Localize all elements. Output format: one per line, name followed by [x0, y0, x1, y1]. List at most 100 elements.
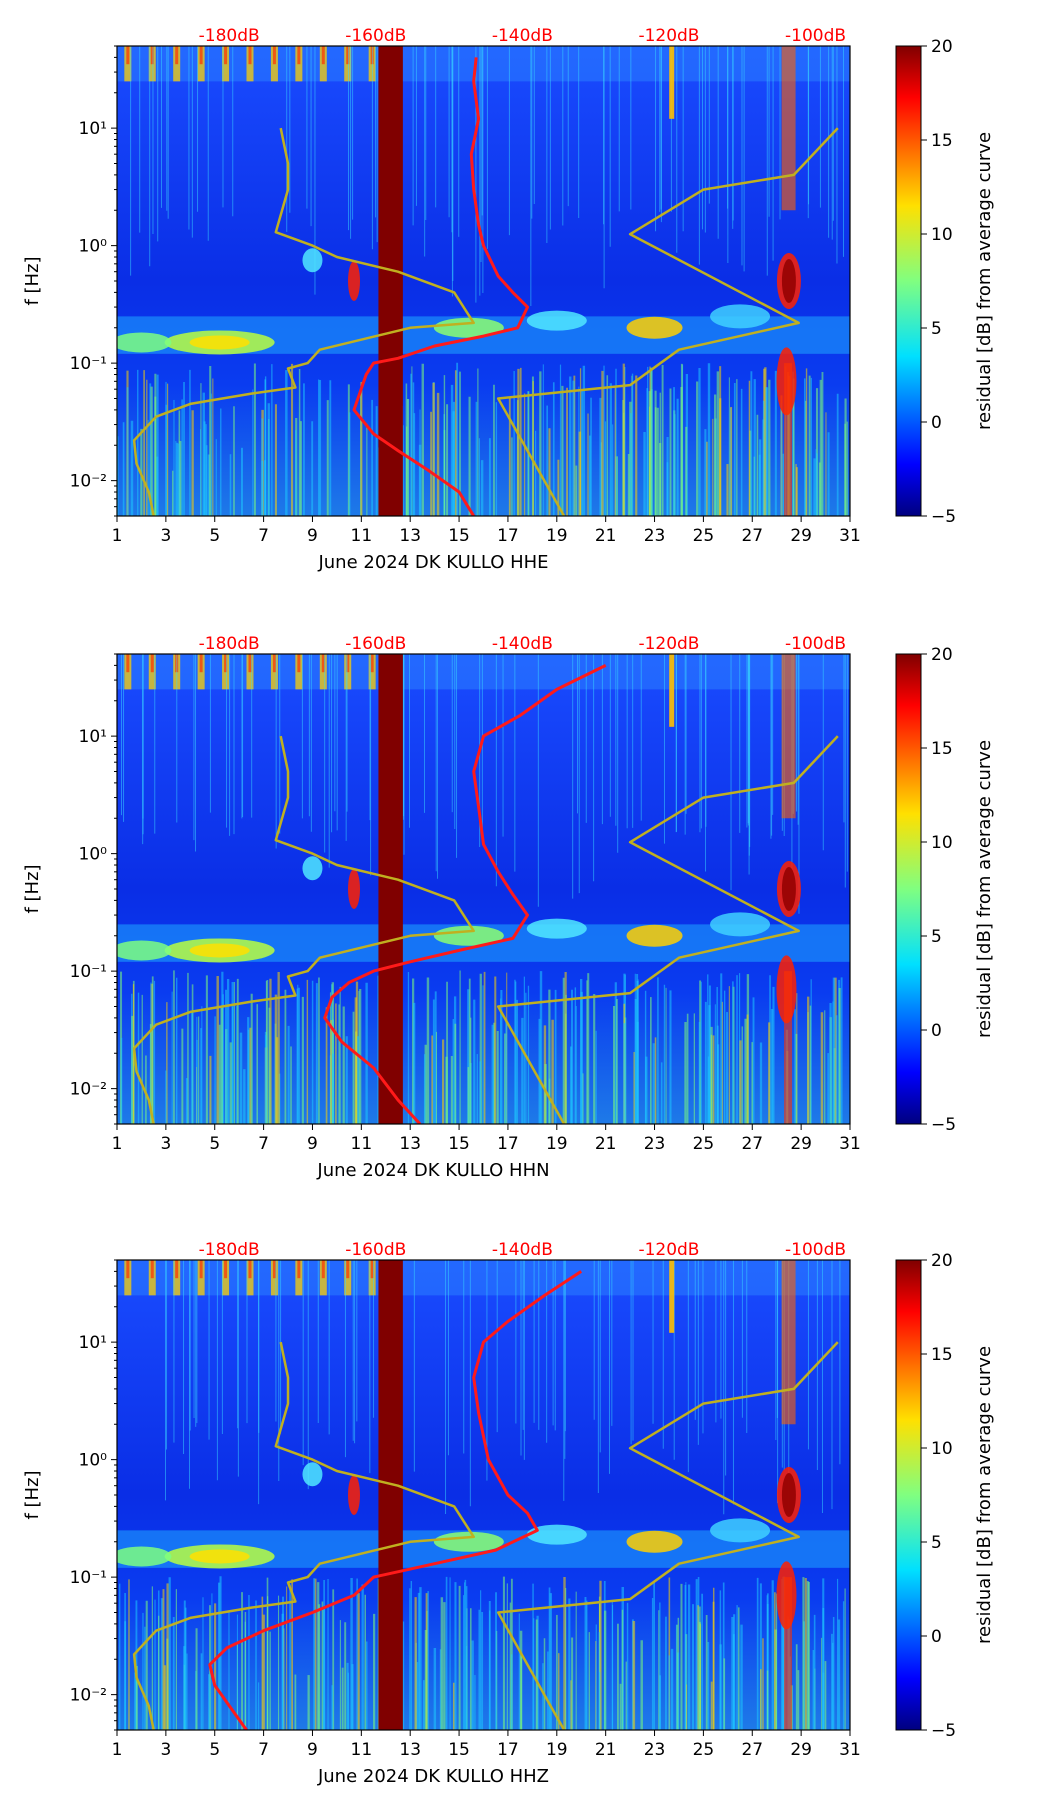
x-tick-label: 13 — [399, 1740, 421, 1760]
x-tick-label: 7 — [258, 1740, 269, 1760]
x-axis-label: June 2024 DK KULLO HHN — [316, 1160, 549, 1181]
heatmap-blob — [626, 1530, 683, 1553]
heatmap-column — [669, 654, 675, 727]
heatmap-daily-burst-core — [199, 46, 203, 65]
colorbar-tick-label: 20 — [931, 37, 953, 57]
y-tick-label: 10⁻¹ — [70, 962, 107, 982]
top-db-label: -160dB — [345, 1240, 406, 1260]
colorbar-tick-label: 5 — [931, 319, 942, 339]
heatmap-daily-burst-core — [370, 1260, 374, 1279]
x-tick-label: 13 — [399, 1134, 421, 1154]
series-line-nhnm — [496, 1341, 839, 1730]
series-line-average-psd — [208, 1270, 583, 1730]
x-tick-label: 9 — [307, 1134, 318, 1154]
colorbar-tick-label: 10 — [931, 225, 953, 245]
heatmap-blob — [348, 1475, 361, 1515]
y-axis-label: f [Hz] — [22, 256, 43, 305]
colorbar-label: residual [dB] from average curve — [974, 740, 995, 1038]
x-tick-label: 21 — [595, 1740, 617, 1760]
x-tick-label: 5 — [209, 526, 220, 546]
plot-area — [117, 654, 850, 1124]
top-db-label: -160dB — [345, 634, 406, 654]
series-line-nhnm — [496, 735, 839, 1124]
heatmap-daily-burst-core — [346, 654, 350, 673]
heatmap-column — [784, 971, 793, 1124]
x-tick-label: 23 — [644, 1134, 666, 1154]
colorbar-tick-label: 5 — [931, 1533, 942, 1553]
heatmap-blob — [781, 1473, 796, 1517]
heatmap-blob — [189, 943, 250, 958]
x-tick-label: 21 — [595, 1134, 617, 1154]
heatmap-column — [781, 654, 796, 819]
x-tick-label: 3 — [160, 1134, 171, 1154]
heatmap-blob — [626, 316, 683, 339]
heatmap-blob — [189, 1549, 250, 1564]
heatmap-daily-burst-core — [297, 1260, 301, 1279]
heatmap-daily-burst-core — [272, 654, 276, 673]
colorbar-tick-label: −5 — [931, 1721, 956, 1741]
heatmap-blob — [302, 856, 323, 881]
heatmap-daily-burst-core — [321, 1260, 325, 1279]
top-db-label: -100dB — [785, 634, 846, 654]
top-db-label: -180dB — [199, 634, 260, 654]
heatmap-blob — [302, 248, 323, 273]
series-line-nhnm — [496, 127, 839, 516]
x-tick-label: 21 — [595, 526, 617, 546]
heatmap-daily-burst-core — [224, 654, 228, 673]
colorbar-tick-label: 20 — [931, 645, 953, 665]
heatmap-daily-burst-core — [248, 46, 252, 65]
heatmap-highfreq-band — [117, 654, 850, 690]
heatmap-blob — [433, 925, 504, 946]
data-gap-band — [378, 46, 403, 516]
y-tick-label: 10⁻² — [70, 1080, 107, 1100]
heatmap-blob — [710, 1518, 771, 1543]
heatmap-daily-burst-core — [150, 46, 154, 65]
heatmap-background — [117, 1260, 850, 1730]
heatmap-daily-burst-core — [346, 1260, 350, 1279]
heatmap-blob — [710, 304, 771, 329]
x-tick-label: 27 — [741, 526, 763, 546]
x-tick-label: 25 — [693, 1740, 715, 1760]
y-tick-label: 10⁰ — [79, 845, 108, 865]
colorbar-tick-label: 15 — [931, 1345, 953, 1365]
heatmap-column — [784, 1577, 793, 1730]
top-db-label: -140dB — [492, 1240, 553, 1260]
heatmap-daily-burst-core — [248, 654, 252, 673]
heatmap-column — [781, 46, 796, 211]
colorbar-label: residual [dB] from average curve — [974, 1346, 995, 1644]
heatmap-daily-burst-core — [297, 46, 301, 65]
top-db-label: -120dB — [638, 26, 699, 46]
series-line-nlnm — [132, 1341, 475, 1730]
y-tick-label: 10⁰ — [79, 1451, 108, 1471]
x-tick-label: 5 — [209, 1740, 220, 1760]
x-tick-label: 5 — [209, 1134, 220, 1154]
heatmap-blob — [781, 259, 796, 303]
series-line-average-psd — [352, 57, 529, 516]
heatmap-daily-burst-core — [248, 1260, 252, 1279]
heatmap-daily-burst-core — [150, 1260, 154, 1279]
x-tick-label: 19 — [546, 1134, 568, 1154]
y-axis-label: f [Hz] — [22, 864, 43, 913]
heatmap-daily-burst-core — [370, 654, 374, 673]
x-tick-label: 7 — [258, 526, 269, 546]
heatmap-highfreq-band — [117, 1260, 850, 1296]
series-line-nlnm — [132, 735, 475, 1124]
x-tick-label: 9 — [307, 1740, 318, 1760]
y-tick-label: 10⁻¹ — [70, 354, 107, 374]
x-tick-label: 7 — [258, 1134, 269, 1154]
heatmap-blob — [117, 1546, 172, 1567]
heatmap-blob — [302, 1462, 323, 1487]
heatmap-background — [117, 46, 850, 516]
colorbar-tick-label: 15 — [931, 131, 953, 151]
y-tick-label: 10⁻² — [70, 1686, 107, 1706]
heatmap-column — [784, 363, 793, 516]
series-line-nlnm — [132, 127, 475, 516]
colorbar-tick-label: 15 — [931, 739, 953, 759]
chart-panel-2: 1 3 5 7 9 11 13 15 17 19 21 23 25 27 29 3110⁻²10⁻¹10⁰10… — [22, 634, 995, 1181]
x-tick-label: 27 — [741, 1134, 763, 1154]
heatmap-daily-burst-core — [272, 46, 276, 65]
x-tick-label: 19 — [546, 526, 568, 546]
colorbar — [895, 653, 922, 1125]
colorbar-tick-label: 20 — [931, 1251, 953, 1271]
heatmap-daily-burst-core — [321, 654, 325, 673]
